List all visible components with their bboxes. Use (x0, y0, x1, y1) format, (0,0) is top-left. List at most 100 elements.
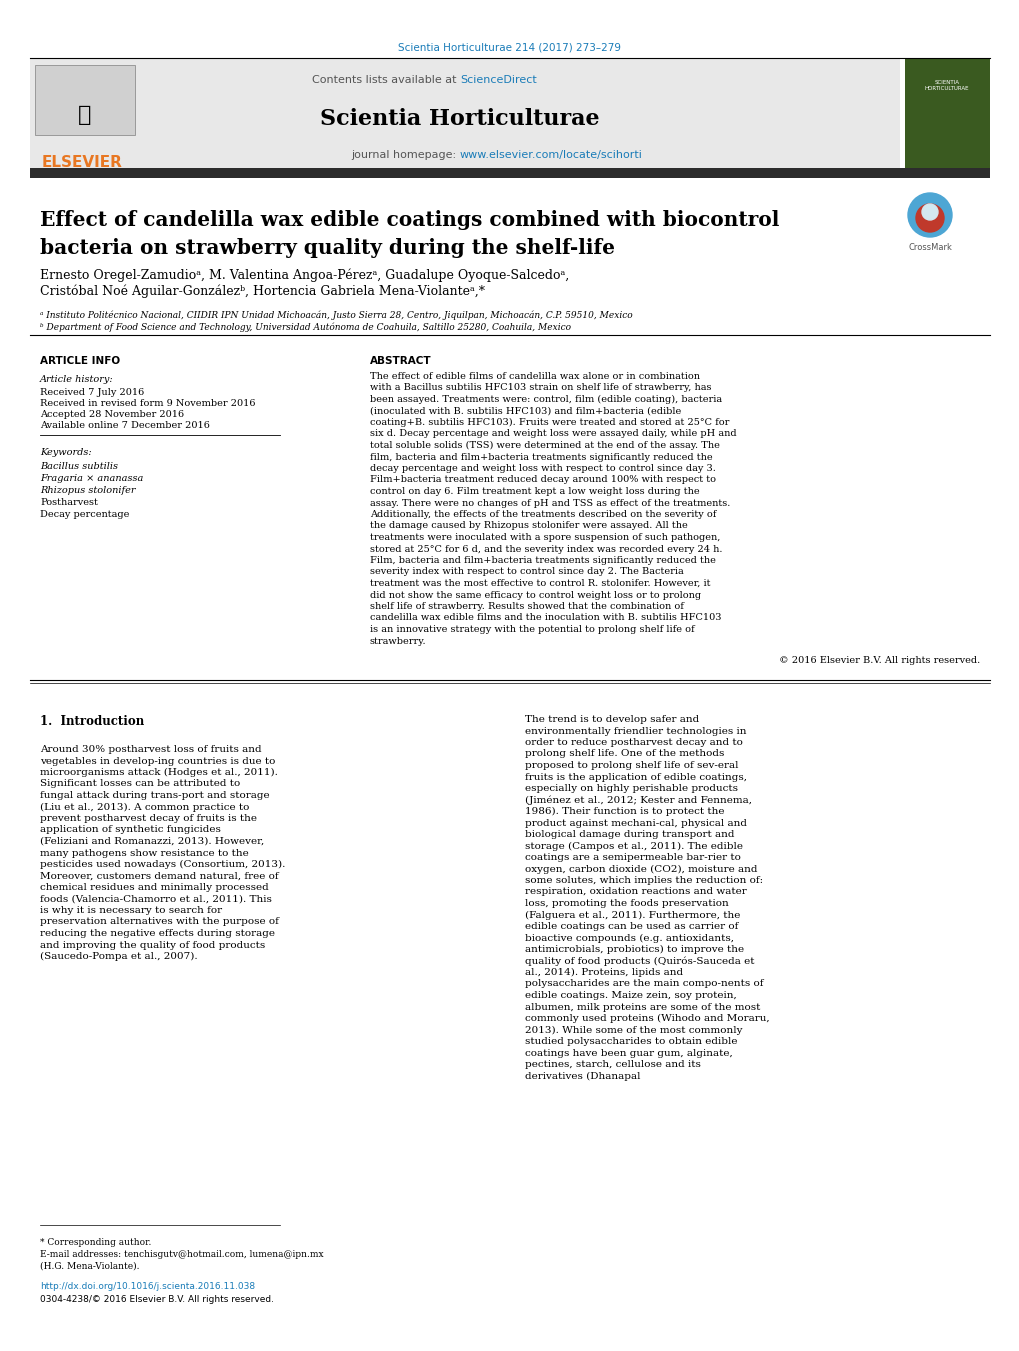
Text: (H.G. Mena-Violante).: (H.G. Mena-Violante). (40, 1262, 140, 1271)
Text: ABSTRACT: ABSTRACT (370, 357, 431, 366)
Text: six d. Decay percentage and weight loss were assayed daily, while pH and: six d. Decay percentage and weight loss … (370, 430, 736, 439)
Text: fruits is the application of edible coatings,: fruits is the application of edible coat… (525, 773, 746, 781)
Text: commonly used proteins (Wihodo and Moraru,: commonly used proteins (Wihodo and Morar… (525, 1015, 769, 1023)
Text: 🌳: 🌳 (78, 105, 92, 126)
Text: Fragaria × ananassa: Fragaria × ananassa (40, 474, 144, 484)
Text: edible coatings can be used as carrier of: edible coatings can be used as carrier o… (525, 921, 738, 931)
Text: Available online 7 December 2016: Available online 7 December 2016 (40, 422, 210, 430)
Text: many pathogens show resistance to the: many pathogens show resistance to the (40, 848, 249, 858)
Text: al., 2014). Proteins, lipids and: al., 2014). Proteins, lipids and (525, 969, 683, 977)
Text: albumen, milk proteins are some of the most: albumen, milk proteins are some of the m… (525, 1002, 759, 1012)
Bar (30, 168, 989, 178)
Circle shape (921, 204, 937, 220)
Text: Scientia Horticulturae: Scientia Horticulturae (320, 108, 599, 130)
Text: vegetables in develop-ing countries is due to: vegetables in develop-ing countries is d… (40, 757, 275, 766)
Text: Received in revised form 9 November 2016: Received in revised form 9 November 2016 (40, 399, 255, 408)
Text: reducing the negative effects during storage: reducing the negative effects during sto… (40, 929, 275, 938)
Bar (35, 65, 135, 135)
Text: severity index with respect to control since day 2. The Bacteria: severity index with respect to control s… (370, 567, 683, 577)
Text: 1.  Introduction: 1. Introduction (40, 715, 144, 728)
Text: chemical residues and minimally processed: chemical residues and minimally processe… (40, 884, 268, 892)
Text: Accepted 28 November 2016: Accepted 28 November 2016 (40, 409, 184, 419)
Text: Effect of candelilla wax edible coatings combined with biocontrol: Effect of candelilla wax edible coatings… (40, 209, 779, 230)
Text: Cristóbal Noé Aguilar-Gonzálezᵇ, Hortencia Gabriela Mena-Violanteᵃ,*: Cristóbal Noé Aguilar-Gonzálezᵇ, Hortenc… (40, 285, 484, 299)
Text: treatments were inoculated with a spore suspension of such pathogen,: treatments were inoculated with a spore … (370, 534, 719, 542)
Text: 2013). While some of the most commonly: 2013). While some of the most commonly (525, 1025, 742, 1035)
Text: coatings have been guar gum, alginate,: coatings have been guar gum, alginate, (525, 1048, 732, 1058)
Text: product against mechani-cal, physical and: product against mechani-cal, physical an… (525, 819, 746, 828)
Text: (Liu et al., 2013). A common practice to: (Liu et al., 2013). A common practice to (40, 802, 249, 812)
Text: 1986). Their function is to protect the: 1986). Their function is to protect the (525, 807, 723, 816)
Text: www.elsevier.com/locate/scihorti: www.elsevier.com/locate/scihorti (460, 150, 642, 159)
Text: The trend is to develop safer and: The trend is to develop safer and (525, 715, 699, 724)
Text: oxygen, carbon dioxide (CO2), moisture and: oxygen, carbon dioxide (CO2), moisture a… (525, 865, 757, 874)
Text: Around 30% postharvest loss of fruits and: Around 30% postharvest loss of fruits an… (40, 744, 261, 754)
Text: strawberry.: strawberry. (370, 636, 426, 646)
Text: ELSEVIER: ELSEVIER (42, 155, 122, 170)
Text: Film+bacteria treatment reduced decay around 100% with respect to: Film+bacteria treatment reduced decay ar… (370, 476, 715, 485)
Text: been assayed. Treatments were: control, film (edible coating), bacteria: been assayed. Treatments were: control, … (370, 394, 721, 404)
Text: fungal attack during trans-port and storage: fungal attack during trans-port and stor… (40, 790, 269, 800)
Text: coating+B. subtilis HFC103). Fruits were treated and stored at 25°C for: coating+B. subtilis HFC103). Fruits were… (370, 417, 729, 427)
Circle shape (915, 204, 943, 232)
Circle shape (907, 193, 951, 236)
Text: Bacillus subtilis: Bacillus subtilis (40, 462, 118, 471)
Text: (Jiménez et al., 2012; Kester and Fennema,: (Jiménez et al., 2012; Kester and Fennem… (525, 796, 751, 805)
Text: Moreover, customers demand natural, free of: Moreover, customers demand natural, free… (40, 871, 278, 881)
Text: proposed to prolong shelf life of sev-eral: proposed to prolong shelf life of sev-er… (525, 761, 738, 770)
Text: (inoculated with B. subtilis HFC103) and film+bacteria (edible: (inoculated with B. subtilis HFC103) and… (370, 407, 681, 416)
Text: prolong shelf life. One of the methods: prolong shelf life. One of the methods (525, 750, 723, 758)
Text: ScienceDirect: ScienceDirect (460, 76, 536, 85)
Text: ᵇ Department of Food Science and Technology, Universidad Autónoma de Coahuila, S: ᵇ Department of Food Science and Technol… (40, 323, 571, 332)
Text: journal homepage:: journal homepage: (351, 150, 460, 159)
Text: © 2016 Elsevier B.V. All rights reserved.: © 2016 Elsevier B.V. All rights reserved… (777, 657, 979, 665)
Text: assay. There were no changes of pH and TSS as effect of the treatments.: assay. There were no changes of pH and T… (370, 499, 730, 508)
Text: Significant losses can be attributed to: Significant losses can be attributed to (40, 780, 240, 789)
Text: candelilla wax edible films and the inoculation with B. subtilis HFC103: candelilla wax edible films and the inoc… (370, 613, 720, 623)
Text: preservation alternatives with the purpose of: preservation alternatives with the purpo… (40, 917, 278, 927)
Text: Received 7 July 2016: Received 7 July 2016 (40, 388, 144, 397)
Text: Article history:: Article history: (40, 376, 113, 384)
Text: * Corresponding author.: * Corresponding author. (40, 1238, 151, 1247)
Text: ARTICLE INFO: ARTICLE INFO (40, 357, 120, 366)
Text: pectines, starch, cellulose and its: pectines, starch, cellulose and its (525, 1061, 700, 1069)
Text: is an innovative strategy with the potential to prolong shelf life of: is an innovative strategy with the poten… (370, 626, 694, 634)
Text: microorganisms attack (Hodges et al., 2011).: microorganisms attack (Hodges et al., 20… (40, 767, 277, 777)
Text: CrossMark: CrossMark (907, 243, 951, 253)
Text: (Feliziani and Romanazzi, 2013). However,: (Feliziani and Romanazzi, 2013). However… (40, 838, 264, 846)
Text: Keywords:: Keywords: (40, 449, 92, 457)
Text: quality of food products (Quirós-Sauceda et: quality of food products (Quirós-Sauceda… (525, 957, 754, 966)
Text: did not show the same efficacy to control weight loss or to prolong: did not show the same efficacy to contro… (370, 590, 700, 600)
Text: E-mail addresses: tenchisgutv@hotmail.com, lumena@ipn.mx: E-mail addresses: tenchisgutv@hotmail.co… (40, 1250, 323, 1259)
Text: 0304-4238/© 2016 Elsevier B.V. All rights reserved.: 0304-4238/© 2016 Elsevier B.V. All right… (40, 1296, 274, 1304)
Bar (904, 58, 989, 170)
Text: bioactive compounds (e.g. antioxidants,: bioactive compounds (e.g. antioxidants, (525, 934, 734, 943)
Text: studied polysaccharides to obtain edible: studied polysaccharides to obtain edible (525, 1038, 737, 1046)
Text: edible coatings. Maize zein, soy protein,: edible coatings. Maize zein, soy protein… (525, 992, 736, 1000)
Text: Ernesto Oregel-Zamudioᵃ, M. Valentina Angoa-Pérezᵃ, Guadalupe Oyoque-Salcedoᵃ,: Ernesto Oregel-Zamudioᵃ, M. Valentina An… (40, 267, 569, 281)
Bar (30, 58, 150, 170)
Text: especially on highly perishable products: especially on highly perishable products (525, 784, 738, 793)
Text: storage (Campos et al., 2011). The edible: storage (Campos et al., 2011). The edibl… (525, 842, 742, 851)
Text: total soluble solids (TSS) were determined at the end of the assay. The: total soluble solids (TSS) were determin… (370, 440, 719, 450)
Text: Contents lists available at: Contents lists available at (312, 76, 460, 85)
Text: polysaccharides are the main compo-nents of: polysaccharides are the main compo-nents… (525, 979, 763, 989)
Text: the damage caused by Rhizopus stolonifer were assayed. All the: the damage caused by Rhizopus stolonifer… (370, 521, 687, 531)
Text: antimicrobials, probiotics) to improve the: antimicrobials, probiotics) to improve t… (525, 944, 744, 954)
Text: Additionally, the effects of the treatments described on the severity of: Additionally, the effects of the treatme… (370, 509, 715, 519)
Text: some solutes, which implies the reduction of:: some solutes, which implies the reductio… (525, 875, 762, 885)
Text: order to reduce postharvest decay and to: order to reduce postharvest decay and to (525, 738, 742, 747)
Text: respiration, oxidation reactions and water: respiration, oxidation reactions and wat… (525, 888, 746, 897)
Text: The effect of edible films of candelilla wax alone or in combination: The effect of edible films of candelilla… (370, 372, 699, 381)
Text: (Falguera et al., 2011). Furthermore, the: (Falguera et al., 2011). Furthermore, th… (525, 911, 740, 920)
Text: application of synthetic fungicides: application of synthetic fungicides (40, 825, 221, 835)
Text: treatment was the most effective to control R. stolonifer. However, it: treatment was the most effective to cont… (370, 580, 710, 588)
Text: decay percentage and weight loss with respect to control since day 3.: decay percentage and weight loss with re… (370, 463, 715, 473)
Text: foods (Valencia-Chamorro et al., 2011). This: foods (Valencia-Chamorro et al., 2011). … (40, 894, 272, 904)
Text: is why it is necessary to search for: is why it is necessary to search for (40, 907, 222, 915)
Text: derivatives (Dhanapal: derivatives (Dhanapal (525, 1071, 640, 1081)
Text: control on day 6. Film treatment kept a low weight loss during the: control on day 6. Film treatment kept a … (370, 486, 699, 496)
Text: loss, promoting the foods preservation: loss, promoting the foods preservation (525, 898, 728, 908)
Text: ᵃ Instituto Politécnico Nacional, CIIDIR IPN Unidad Michoacán, Justo Sierra 28, : ᵃ Instituto Politécnico Nacional, CIIDIR… (40, 309, 632, 319)
Text: biological damage during transport and: biological damage during transport and (525, 830, 734, 839)
